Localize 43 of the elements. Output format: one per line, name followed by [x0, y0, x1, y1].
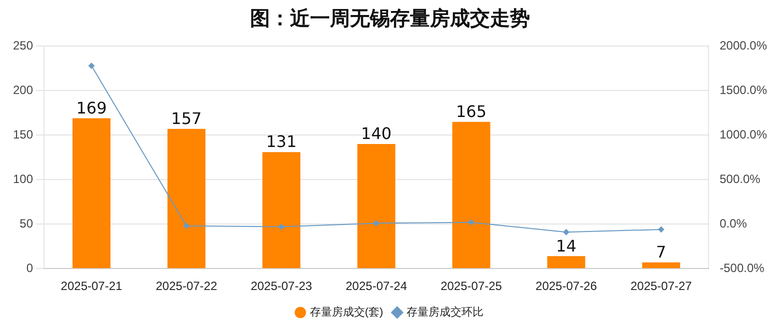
y-tick-label: 150	[12, 127, 34, 142]
y-tick-label: 250	[12, 38, 34, 53]
data-label: 169	[76, 98, 107, 118]
x-tick-label: 2025-07-25	[440, 279, 502, 294]
data-label: 165	[456, 102, 487, 121]
bar	[452, 122, 490, 268]
point	[88, 62, 94, 69]
bar	[167, 128, 206, 268]
x-tick-label: 2025-07-24	[346, 279, 408, 294]
bar	[72, 118, 110, 268]
point	[563, 229, 570, 236]
x-tick-label: 2025-07-27	[630, 279, 692, 294]
point	[278, 224, 284, 230]
data-label: 14	[556, 236, 576, 256]
legend-label: 存量房成交环比	[406, 306, 484, 319]
data-label: 7	[656, 242, 666, 262]
x-tick-label: 2025-07-22	[156, 279, 218, 294]
chart-title: 图：近一周无锡存量房成交走势	[249, 5, 531, 32]
y-tick-label: 0	[26, 260, 34, 275]
y2-tick-label: 1000.0%	[720, 127, 768, 142]
bar	[642, 262, 680, 268]
point	[183, 222, 190, 229]
y2-tick-label: -500.0%	[720, 260, 765, 275]
legend-label: 存量房成交(套)	[310, 306, 384, 319]
x-tick-label: 2025-07-23	[250, 279, 312, 294]
y2-tick-label: 1500.0%	[720, 82, 768, 97]
data-label: 131	[266, 132, 297, 152]
y-tick-label: 100	[12, 172, 34, 186]
y2-tick-label: 0.0%	[720, 216, 748, 230]
y-tick-label: 200	[12, 82, 34, 97]
point	[373, 220, 380, 226]
data-label: 140	[361, 124, 392, 144]
y-tick-label: 50	[20, 216, 34, 230]
point	[468, 219, 474, 226]
y2-tick-label: 2000.0%	[720, 38, 768, 53]
bar	[547, 256, 586, 268]
point	[658, 226, 664, 232]
bar	[262, 152, 300, 268]
data-label: 157	[171, 109, 202, 128]
bar	[357, 144, 396, 268]
y2-tick-label: 500.0%	[720, 172, 761, 186]
x-tick-label: 2025-07-21	[60, 279, 123, 294]
x-tick-label: 2025-07-26	[536, 279, 598, 294]
